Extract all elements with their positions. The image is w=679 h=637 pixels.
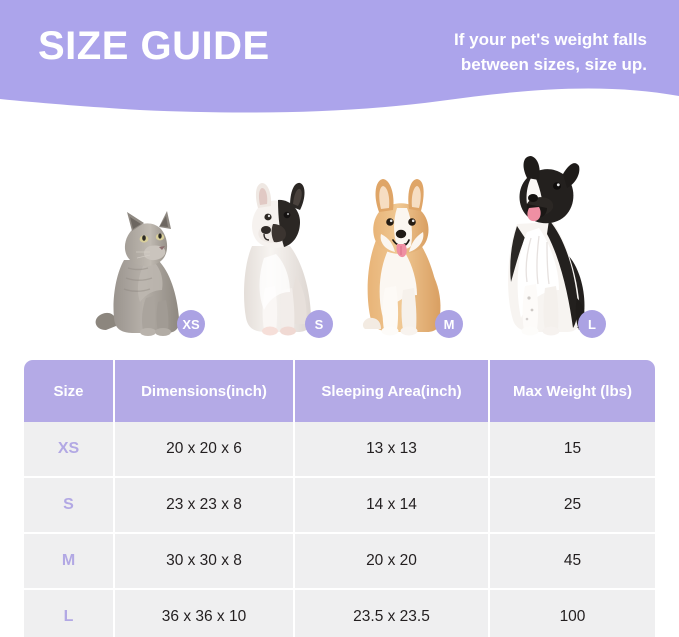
pet-item-xs: XS [88, 190, 205, 340]
cat-sitting-icon [95, 211, 180, 336]
pet-item-m: M [345, 168, 463, 340]
cell-size: L [24, 590, 115, 637]
table-header-row: Size Dimensions(inch) Sleeping Area(inch… [24, 360, 655, 422]
table-header-size: Size [24, 360, 115, 422]
cell-sleeping-area: 20 x 20 [295, 534, 490, 590]
cell-max-weight: 15 [490, 422, 655, 478]
corgi-sitting-icon [362, 179, 441, 336]
table-header-max-weight: Max Weight (lbs) [490, 360, 655, 422]
table-row: L 36 x 36 x 10 23.5 x 23.5 100 [24, 590, 655, 637]
page-title: SIZE GUIDE [38, 24, 270, 68]
table-header-sleeping-area: Sleeping Area(inch) [295, 360, 490, 422]
pet-badge-l: L [578, 310, 606, 338]
border-collie-sitting-icon [508, 156, 585, 336]
header-banner: SIZE GUIDE If your pet's weight falls be… [0, 0, 679, 120]
cell-sleeping-area: 14 x 14 [295, 478, 490, 534]
cell-sleeping-area: 13 x 13 [295, 422, 490, 478]
header-note: If your pet's weight falls between sizes… [397, 28, 647, 77]
cell-max-weight: 45 [490, 534, 655, 590]
table-row: M 30 x 30 x 8 20 x 20 45 [24, 534, 655, 590]
table-header-dimensions: Dimensions(inch) [115, 360, 295, 422]
cell-sleeping-area: 23.5 x 23.5 [295, 590, 490, 637]
cell-dimensions: 23 x 23 x 8 [115, 478, 295, 534]
pet-item-s: S [218, 172, 333, 340]
pet-item-l: L [487, 148, 606, 340]
pet-badge-s: S [305, 310, 333, 338]
header-wave-shape [0, 0, 679, 113]
cell-max-weight: 25 [490, 478, 655, 534]
cell-size: XS [24, 422, 115, 478]
pet-illustrations-row: XS [0, 122, 679, 340]
table-row: S 23 x 23 x 8 14 x 14 25 [24, 478, 655, 534]
cell-max-weight: 100 [490, 590, 655, 637]
cell-size: M [24, 534, 115, 590]
size-table: Size Dimensions(inch) Sleeping Area(inch… [24, 360, 655, 637]
cell-dimensions: 20 x 20 x 6 [115, 422, 295, 478]
table-row: XS 20 x 20 x 6 13 x 13 15 [24, 422, 655, 478]
pet-badge-m: M [435, 310, 463, 338]
cell-dimensions: 36 x 36 x 10 [115, 590, 295, 637]
french-bulldog-sitting-icon [244, 182, 312, 336]
cell-dimensions: 30 x 30 x 8 [115, 534, 295, 590]
table-body: XS 20 x 20 x 6 13 x 13 15 S 23 x 23 x 8 … [24, 422, 655, 637]
header-note-line-1: If your pet's weight falls [454, 30, 647, 49]
pet-badge-xs: XS [177, 310, 205, 338]
cell-size: S [24, 478, 115, 534]
header-note-line-2: between sizes, size up. [460, 54, 647, 74]
